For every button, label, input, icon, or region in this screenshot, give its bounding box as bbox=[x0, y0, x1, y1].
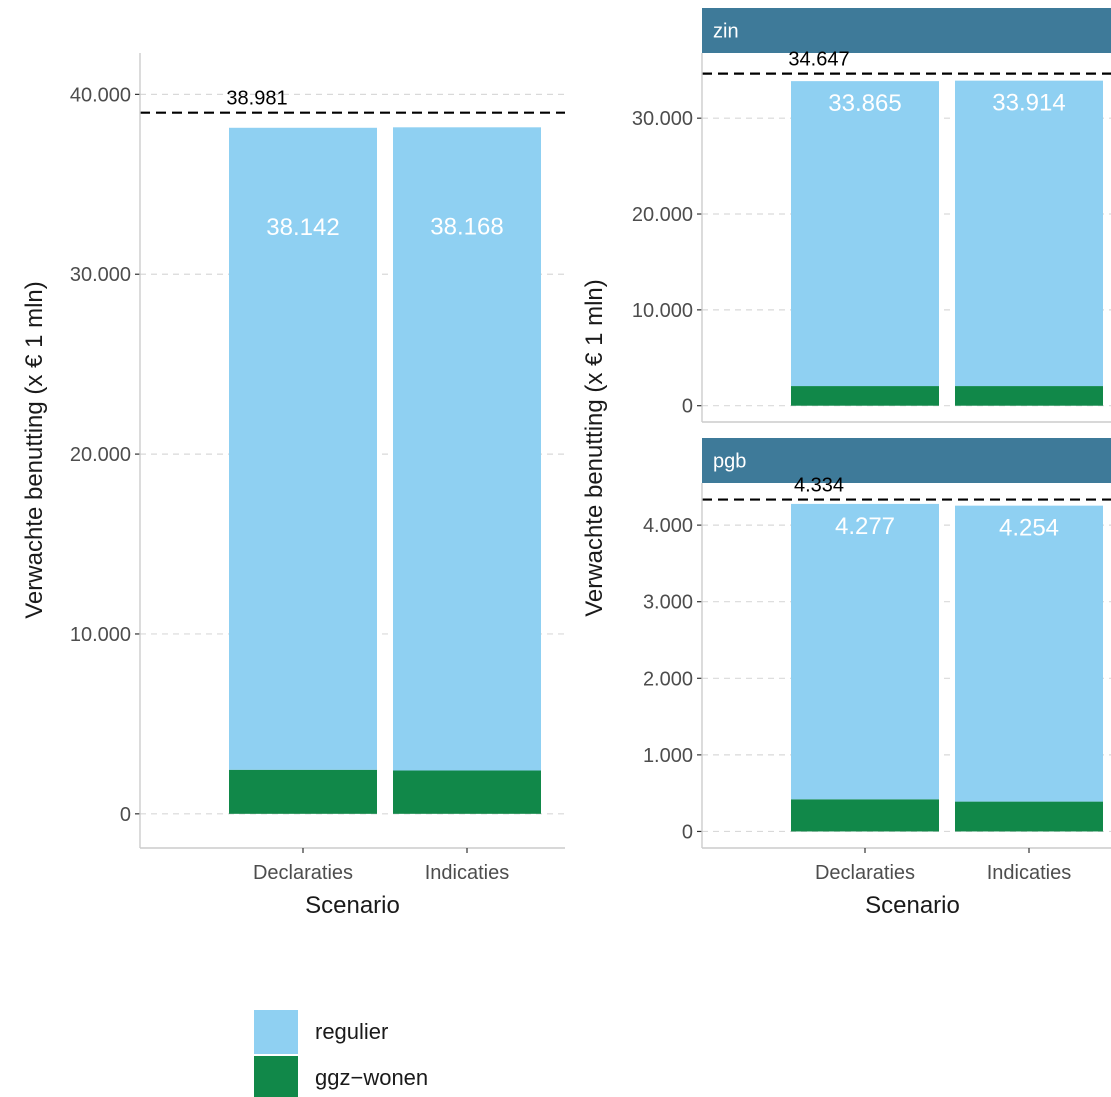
x-axis-title: Scenario bbox=[305, 892, 400, 919]
panel-pgb: pgb 0 1.000 2.000 3.000 4.000 4.277 4.254 4.334 D… bbox=[643, 438, 1111, 919]
bar-regulier-declaraties bbox=[791, 81, 939, 387]
x-axis-title: Scenario bbox=[865, 892, 960, 919]
bar-regulier-indicaties bbox=[955, 80, 1103, 387]
y-tick-label: 40.000 bbox=[70, 84, 131, 106]
bar-total-label: 4.254 bbox=[999, 515, 1059, 542]
y-tick-label: 0 bbox=[682, 821, 693, 843]
reference-line-label: 38.981 bbox=[226, 88, 287, 110]
y-tick-label: 2.000 bbox=[643, 668, 693, 690]
y-tick-label: 4.000 bbox=[643, 515, 693, 537]
bar-ggz-wonen-declaraties bbox=[791, 386, 939, 406]
bar-ggz-wonen-indicaties bbox=[955, 386, 1103, 406]
legend-key-ggz-wonen bbox=[254, 1056, 298, 1097]
x-tick-label: Declaraties bbox=[253, 862, 353, 884]
bar-total-label: 33.865 bbox=[828, 90, 901, 117]
bar-ggz-wonen-declaraties bbox=[229, 769, 377, 814]
facet-strip bbox=[702, 438, 1111, 483]
bar-regulier-indicaties bbox=[393, 127, 541, 771]
legend-label: ggz−wonen bbox=[315, 1065, 428, 1090]
y-tick-label: 10.000 bbox=[70, 624, 131, 646]
x-tick-label: Indicaties bbox=[425, 862, 510, 884]
bar-regulier-declaraties bbox=[229, 127, 377, 770]
y-tick-label: 3.000 bbox=[643, 592, 693, 614]
bar-ggz-wonen-declaraties bbox=[791, 799, 939, 832]
reference-line-label: 4.334 bbox=[794, 475, 844, 497]
x-tick-label: Declaraties bbox=[815, 862, 915, 884]
bar-regulier-indicaties bbox=[955, 505, 1103, 802]
bar-total-label: 4.277 bbox=[835, 513, 895, 540]
panel-total: 0 10.000 20.000 30.000 40.000 38.142 38.168 38.… bbox=[70, 53, 565, 919]
y-tick-label: 0 bbox=[682, 396, 693, 418]
legend-key-regulier bbox=[254, 1010, 298, 1054]
y-axis-title: Verwachte benutting (x € 1 mln) bbox=[21, 281, 48, 619]
y-tick-label: 20.000 bbox=[70, 444, 131, 466]
y-tick-label: 30.000 bbox=[70, 264, 131, 286]
bar-ggz-wonen-indicaties bbox=[955, 801, 1103, 832]
facet-strip bbox=[702, 8, 1111, 53]
y-tick-label: 10.000 bbox=[632, 300, 693, 322]
facet-strip-label: zin bbox=[713, 21, 739, 43]
y-tick-label: 1.000 bbox=[643, 745, 693, 767]
bar-regulier-declaraties bbox=[791, 503, 939, 800]
panel-zin: zin 0 10.000 20.000 30.000 33.865 33.914 34.647 bbox=[632, 8, 1111, 423]
y-axis-title-right: Verwachte benutting (x € 1 mln) bbox=[581, 279, 608, 617]
y-tick-label: 30.000 bbox=[632, 108, 693, 130]
bar-ggz-wonen-indicaties bbox=[393, 770, 541, 814]
y-tick-label: 0 bbox=[120, 804, 131, 826]
facet-strip-label: pgb bbox=[713, 451, 746, 473]
bar-total-label: 38.142 bbox=[266, 214, 339, 241]
bar-total-label: 33.914 bbox=[992, 90, 1065, 117]
bar-total-label: 38.168 bbox=[430, 213, 503, 240]
legend: regulier ggz−wonen bbox=[254, 1010, 428, 1097]
legend-label: regulier bbox=[315, 1019, 388, 1044]
x-tick-label: Indicaties bbox=[987, 862, 1072, 884]
reference-line-label: 34.647 bbox=[788, 49, 849, 71]
y-tick-label: 20.000 bbox=[632, 204, 693, 226]
